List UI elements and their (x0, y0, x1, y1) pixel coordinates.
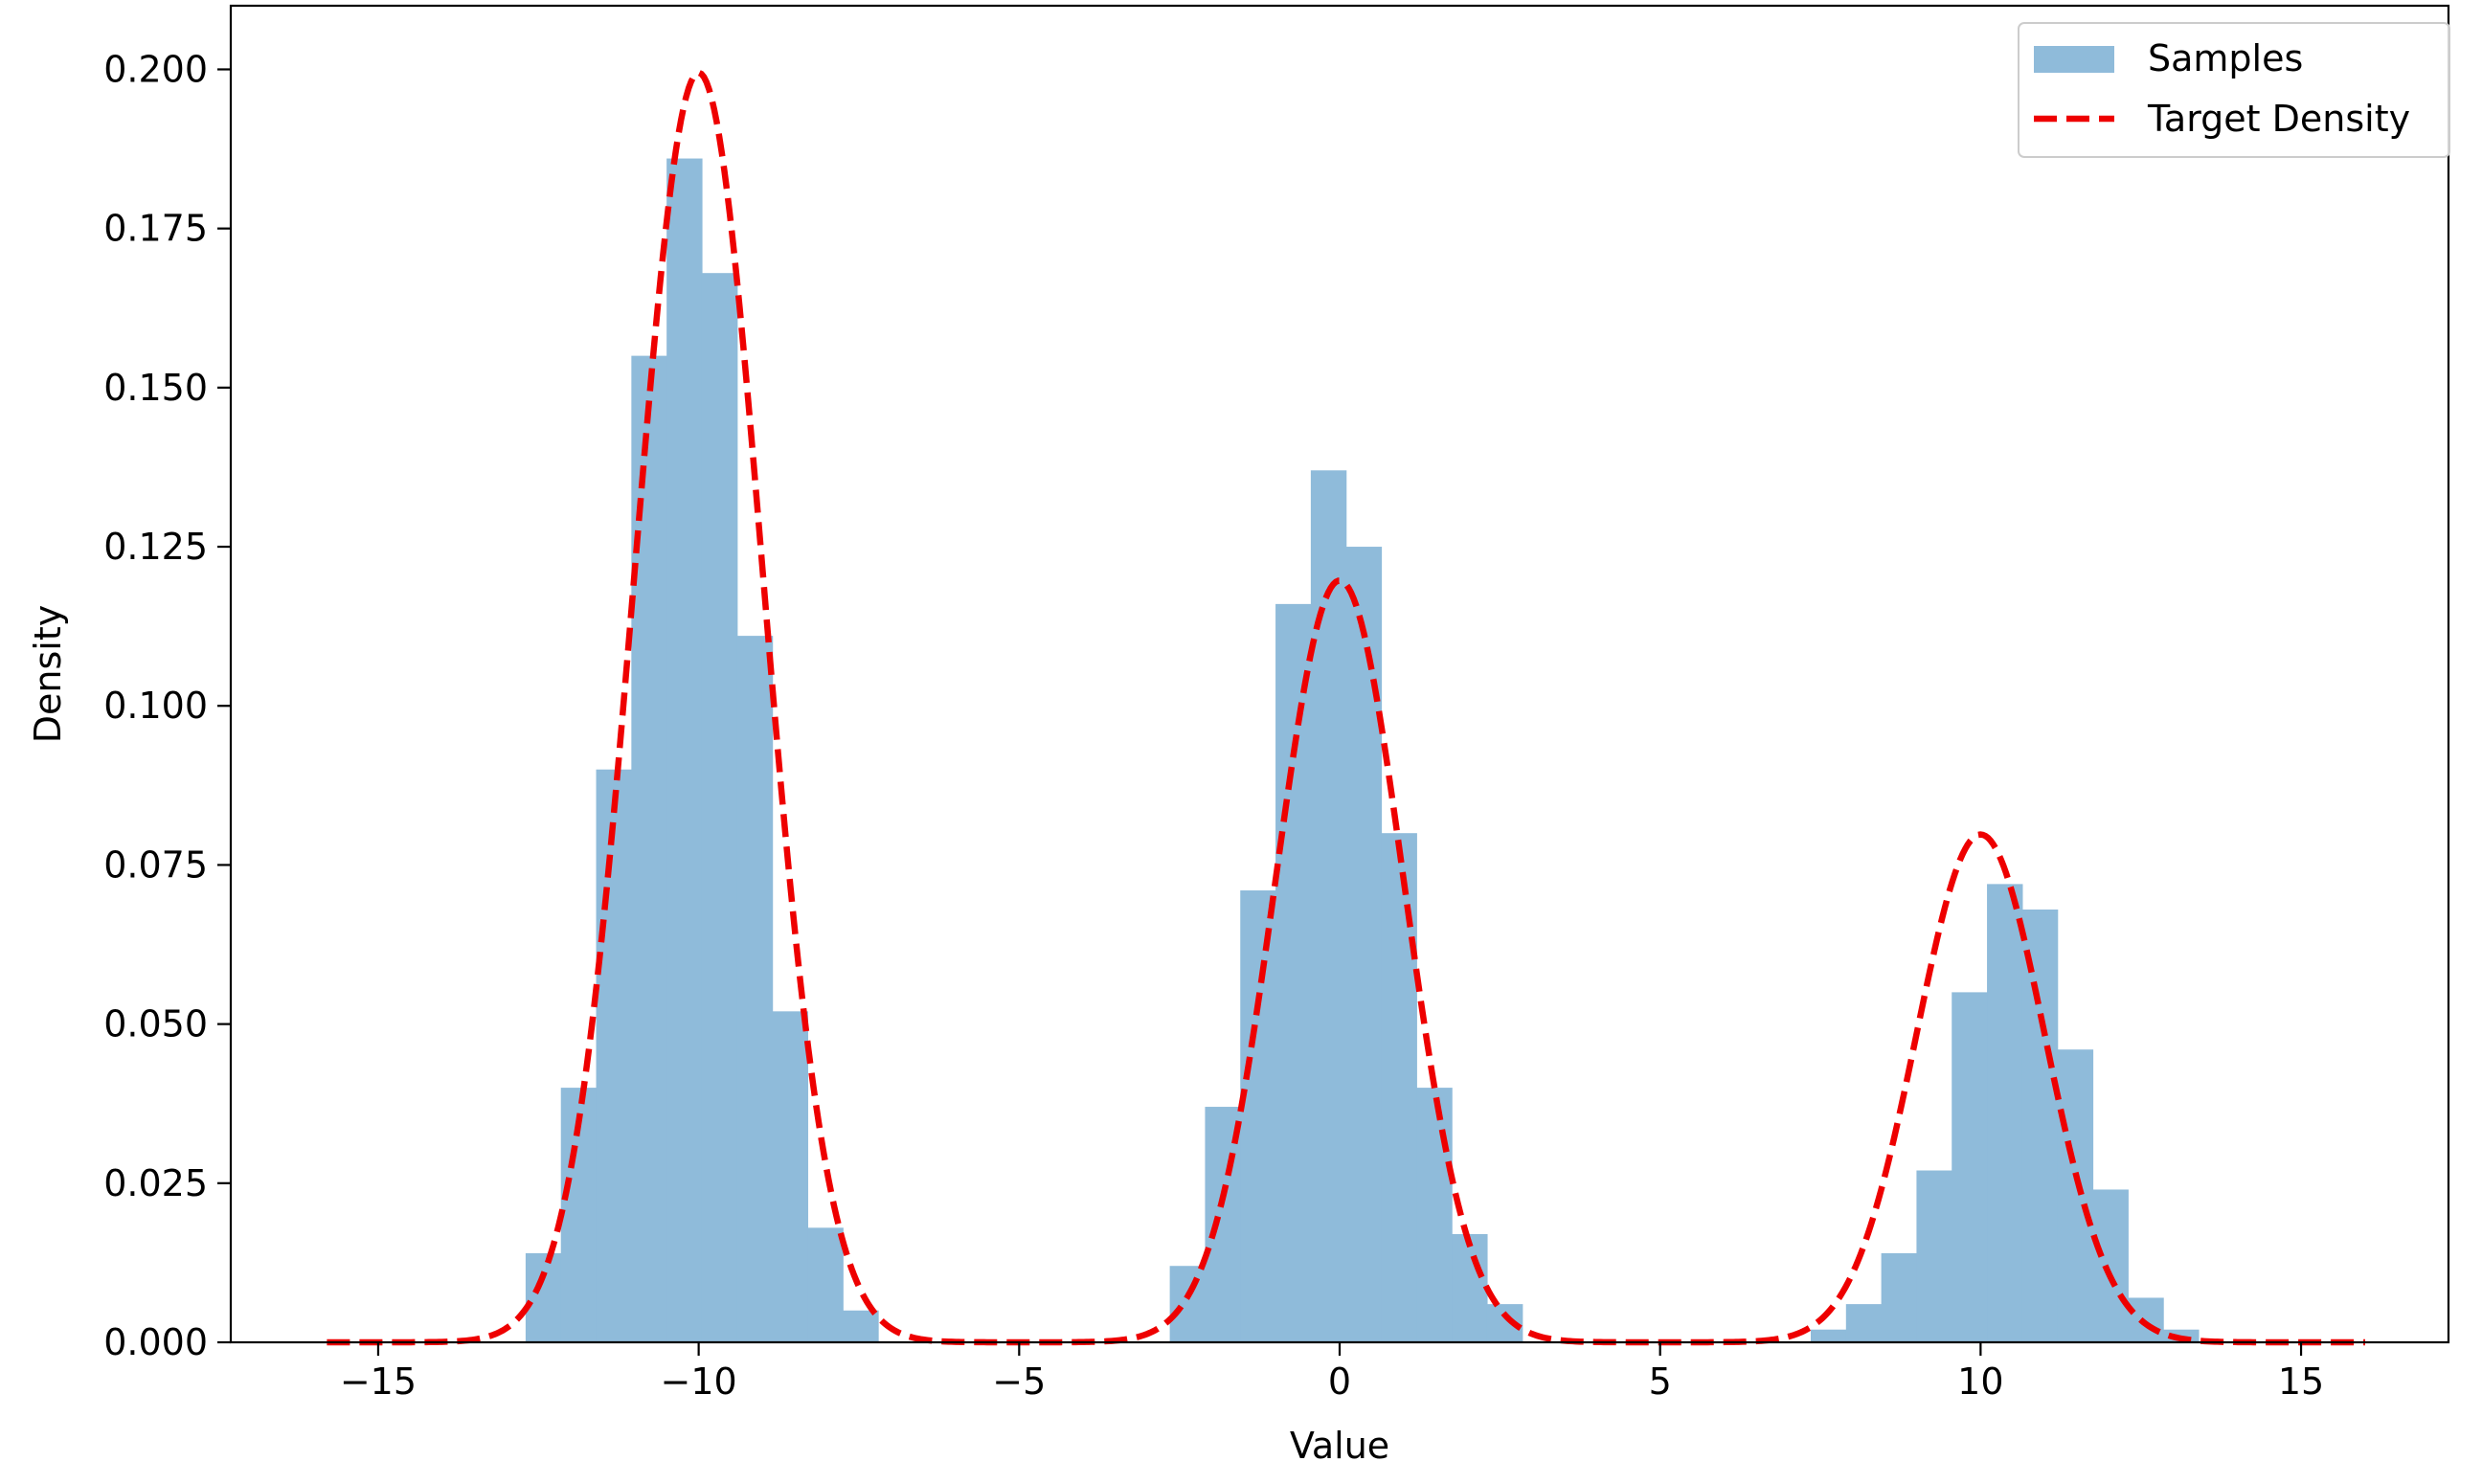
histogram-bar (1987, 884, 2023, 1342)
x-tick-label: −10 (661, 1360, 737, 1403)
histogram-bar (2128, 1297, 2164, 1342)
y-axis-ticks: 0.000 0.025 0.050 0.075 0.100 0.125 0.150 0.175… (103, 48, 231, 1363)
legend-samples-label: Samples (2148, 37, 2303, 79)
legend-box (2018, 22, 2450, 158)
legend-samples-swatch (2034, 46, 2114, 73)
histogram-bar (631, 355, 667, 1343)
histogram-bar (596, 769, 632, 1342)
y-tick-label: 0.200 (103, 48, 208, 90)
histogram-bar (1452, 1233, 1488, 1342)
histogram-bar (736, 636, 774, 1342)
histogram-bar (1169, 1266, 1207, 1342)
histogram-bar (1916, 1170, 1952, 1342)
x-axis-label: Value (1290, 1425, 1389, 1467)
x-tick-label: 15 (2278, 1360, 2324, 1403)
y-axis-label: Density (27, 605, 69, 743)
x-axis-ticks: −15 −10 −5 0 5 10 15 (340, 1342, 2324, 1403)
y-tick-label: 0.150 (103, 367, 208, 409)
histogram-bar (2021, 909, 2059, 1342)
x-tick-label: 10 (1957, 1360, 2003, 1403)
y-tick-label: 0.100 (103, 685, 208, 727)
histogram-bar (772, 1011, 809, 1342)
x-tick-label: 0 (1328, 1360, 1351, 1403)
x-tick-label: 5 (1649, 1360, 1672, 1403)
histogram-bar (1881, 1252, 1918, 1342)
legend: Samples Target Density (2018, 22, 2450, 158)
histogram-bar (1310, 470, 1347, 1342)
histogram-bar (701, 273, 738, 1343)
y-tick-label: 0.050 (103, 1003, 208, 1046)
target-density-curve (327, 69, 2365, 1346)
histogram-bar (1416, 1088, 1453, 1342)
x-tick-label: −15 (340, 1360, 417, 1403)
y-tick-label: 0.075 (103, 843, 208, 886)
histogram-bar (807, 1227, 844, 1342)
histogram-bar (1240, 890, 1276, 1342)
y-tick-label: 0.025 (103, 1162, 208, 1204)
histogram-bar (1275, 603, 1312, 1342)
histogram-bar (2092, 1189, 2129, 1342)
y-tick-label: 0.000 (103, 1321, 208, 1363)
histogram-bar (2057, 1049, 2094, 1342)
legend-target-density-label: Target Density (2147, 98, 2410, 140)
histogram-bar (1810, 1329, 1847, 1342)
histogram-bars (525, 158, 2200, 1343)
histogram-bar (1845, 1304, 1883, 1342)
x-tick-label: −5 (992, 1360, 1046, 1403)
histogram-bar (666, 158, 703, 1343)
y-tick-label: 0.175 (103, 208, 208, 250)
histogram-bar (1381, 833, 1417, 1342)
histogram-bar (525, 1252, 562, 1342)
y-tick-label: 0.125 (103, 526, 208, 568)
histogram-bar (1205, 1107, 1241, 1342)
histogram-bar (1952, 992, 1988, 1342)
histogram-bar (843, 1310, 879, 1342)
histogram-bar (1345, 547, 1383, 1342)
